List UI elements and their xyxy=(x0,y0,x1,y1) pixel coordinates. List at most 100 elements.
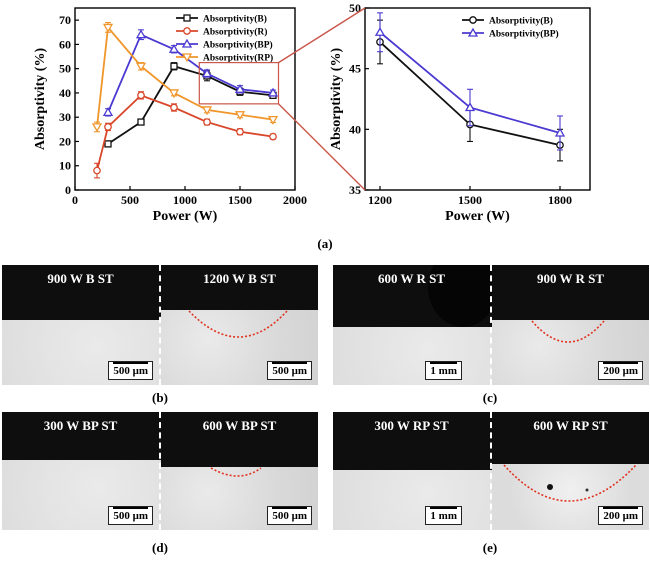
data-point xyxy=(234,111,246,121)
series-line xyxy=(107,33,274,113)
data-point xyxy=(104,123,112,131)
legend-marker xyxy=(183,27,191,35)
data-point xyxy=(137,118,145,126)
data-point xyxy=(267,115,279,125)
x-tick-label: 1200 xyxy=(368,193,392,207)
data-point xyxy=(374,26,386,36)
x-tick-label: 0 xyxy=(72,193,78,207)
scale-bar: 500 μm xyxy=(108,361,153,380)
panel-label-d: (d) xyxy=(152,540,168,555)
x-axis-label: Power (W) xyxy=(445,209,510,224)
scale-bar: 1 mm xyxy=(425,361,462,380)
data-point xyxy=(102,23,114,33)
series-absorptivitybp xyxy=(374,12,566,151)
y-tick-label: 35 xyxy=(349,183,361,197)
x-tick-label: 500 xyxy=(121,193,139,207)
data-point xyxy=(135,29,147,39)
y-tick-label: 45 xyxy=(349,62,361,76)
scale-bar: 500 μm xyxy=(267,361,312,380)
series-absorptivityrp xyxy=(91,22,279,133)
data-point xyxy=(267,87,279,97)
charts-panel-a: 0 500 1000 1500 2000 0 10 20 30 40 50 60 70 Power (W)… xyxy=(33,1,591,224)
micrograph-c-right-caption: 900 W R ST xyxy=(536,271,605,286)
micrograph-c-left-caption: 600 W R ST xyxy=(377,271,446,286)
zoom-connector-line xyxy=(278,7,366,64)
scale-bar: 200 μm xyxy=(598,361,643,380)
melt-pool-outline xyxy=(210,467,262,477)
data-point xyxy=(464,102,476,112)
micrograph-d-right-caption: 600 W BP ST xyxy=(202,418,277,433)
melt-pool-outline xyxy=(188,310,288,338)
data-point xyxy=(236,127,244,136)
micrograph-b: 900 W B ST 500 μm 1200 W B ST 500 μm xyxy=(2,265,318,385)
scale-bar: 1 mm xyxy=(425,506,462,525)
panel-label-e: (e) xyxy=(482,540,498,555)
panel-label-a: (a) xyxy=(317,236,333,251)
data-point xyxy=(269,132,277,141)
divider xyxy=(490,265,492,385)
legend-label: Absorptivity(BP) xyxy=(203,40,273,51)
y-tick-label: 30 xyxy=(59,110,71,124)
y-tick-label: 0 xyxy=(65,183,71,197)
series-absorptivityr xyxy=(93,91,277,179)
series-absorptivitybp xyxy=(102,29,279,117)
data-point xyxy=(554,127,566,137)
micrograph-e-right-caption: 600 W RP ST xyxy=(533,418,608,433)
x-tick-label: 1500 xyxy=(458,193,482,207)
legend-label: Absorptivity(R) xyxy=(203,27,267,38)
data-point xyxy=(201,106,213,116)
legend-label: Absorptivity(BP) xyxy=(489,29,559,40)
y-tick-label: 60 xyxy=(59,37,71,51)
y-tick-label: 20 xyxy=(59,134,71,148)
y-tick-label: 50 xyxy=(349,1,361,15)
zoom-box xyxy=(198,61,280,105)
data-point xyxy=(93,166,101,175)
micrograph-d-left-caption: 300 W BP ST xyxy=(43,418,118,433)
y-tick-label: 40 xyxy=(349,122,361,136)
micrograph-e-left-caption: 300 W RP ST xyxy=(374,418,449,433)
data-point xyxy=(201,68,213,78)
y-tick-label: 50 xyxy=(59,62,71,76)
zoom-connector-line xyxy=(278,103,366,191)
series-line xyxy=(107,65,274,145)
legend-label: Absorptivity(RP) xyxy=(203,53,273,64)
divider xyxy=(490,412,492,530)
legend: Absorptivity(B) Absorptivity(BP) xyxy=(462,16,559,40)
scale-bar: 200 μm xyxy=(598,506,643,525)
micrograph-e: 300 W RP ST 1 mm 600 W RP ST 200 μm xyxy=(333,412,649,530)
x-axis-label: Power (W) xyxy=(153,209,218,224)
scale-bar: 500 μm xyxy=(108,506,153,525)
data-point xyxy=(203,118,211,126)
data-point xyxy=(135,62,147,72)
y-tick-label: 10 xyxy=(59,159,71,173)
scale-bar: 500 μm xyxy=(267,506,312,525)
data-point xyxy=(102,107,114,116)
legend-marker xyxy=(181,38,193,48)
data-point xyxy=(170,62,178,70)
y-axis-label: Absorptivity (%) xyxy=(329,48,344,151)
micrograph-b-right-caption: 1200 W B ST xyxy=(203,271,276,286)
data-point xyxy=(91,123,103,133)
x-tick-label: 1500 xyxy=(228,193,252,207)
micrograph-d: 300 W BP ST 500 μm 600 W BP ST 500 μm xyxy=(2,412,318,530)
data-point xyxy=(104,140,112,148)
plot-frame xyxy=(364,7,591,191)
legend-label: Absorptivity(B) xyxy=(489,16,553,27)
micrograph-b-left-caption: 900 W B ST xyxy=(47,271,114,286)
panel-label-c: (c) xyxy=(482,390,498,405)
y-tick-label: 40 xyxy=(59,86,71,100)
chart-zoomed-absorptivity: 1200 1500 1800 35 40 45 50 Power (W) Absorptivit… xyxy=(329,1,591,224)
legend-marker xyxy=(183,14,191,22)
panel-label-b: (b) xyxy=(152,390,168,405)
legend-marker xyxy=(181,53,193,63)
data-point xyxy=(168,43,180,53)
legend: Absorptivity(B) Absorptivity(R) Absorptivi… xyxy=(176,14,273,64)
data-point xyxy=(137,91,145,100)
zoom-connector xyxy=(198,7,366,191)
y-axis-label: Absorptivity (%) xyxy=(33,48,48,151)
data-point xyxy=(168,89,180,99)
melt-pool-outline xyxy=(503,464,637,502)
legend-marker xyxy=(467,27,479,37)
x-tick-label: 1000 xyxy=(173,193,197,207)
legend-marker xyxy=(469,16,477,24)
